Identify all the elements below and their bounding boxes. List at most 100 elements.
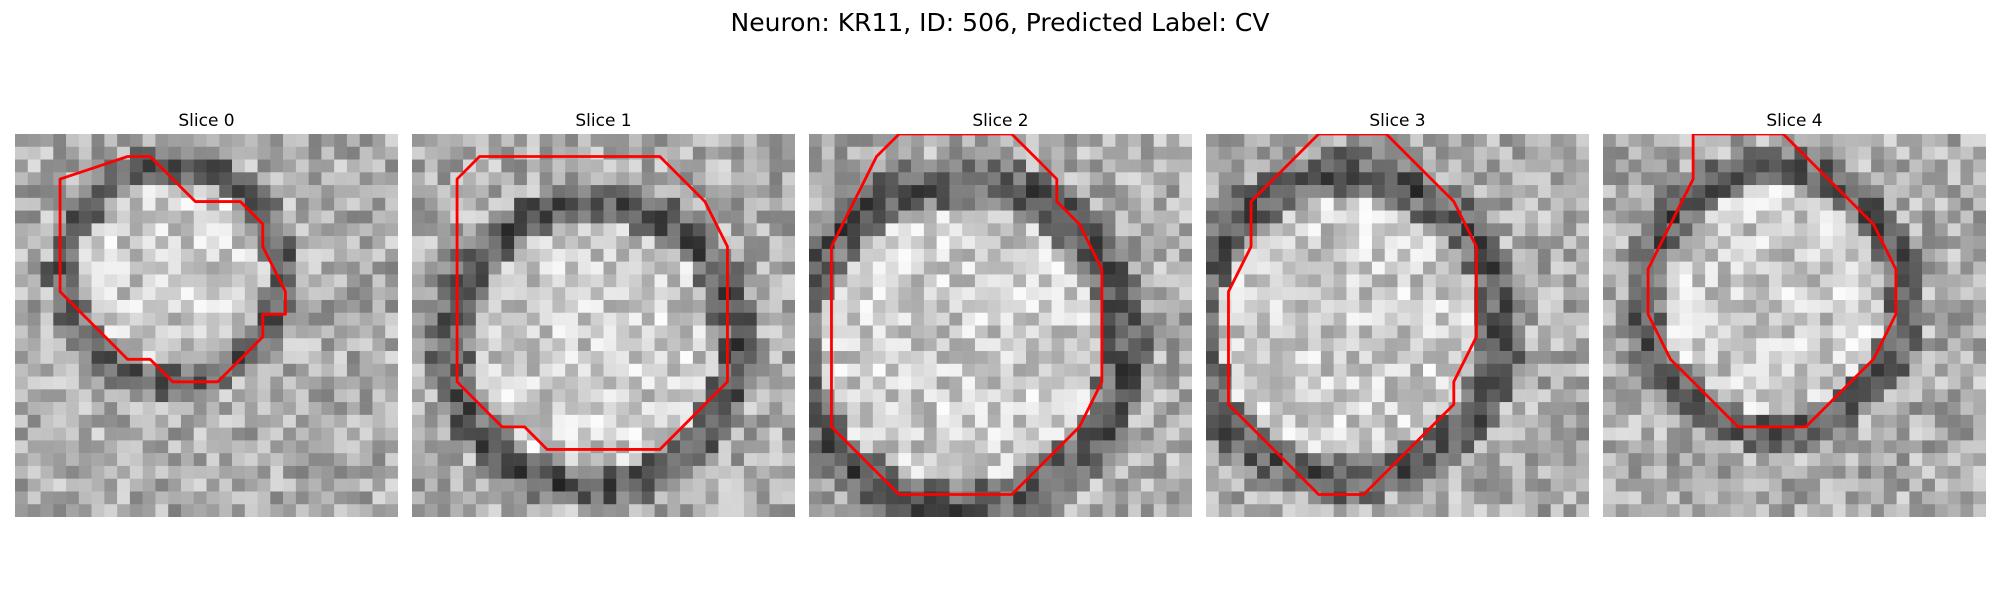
image-pixel [590,325,604,339]
image-pixel [142,338,156,352]
image-pixel [1410,478,1424,492]
image-pixel [962,248,976,262]
image-pixel [1628,363,1642,377]
image-pixel [1474,351,1488,365]
image-pixel [1474,376,1488,390]
image-pixel [1461,363,1475,377]
image-pixel [1871,325,1885,339]
image-pixel [1206,478,1220,492]
image-pixel [142,453,156,467]
image-pixel [1089,453,1103,467]
image-pixel [1153,172,1167,186]
image-pixel [705,440,719,454]
image-pixel [1038,236,1052,250]
image-pixel [1038,223,1052,237]
image-pixel [539,210,553,224]
image-pixel [1486,274,1500,288]
image-pixel [488,338,502,352]
image-pixel [705,402,719,416]
image-pixel [270,325,284,339]
image-pixel [155,210,169,224]
image-pixel [1410,146,1424,160]
image-pixel [283,478,297,492]
image-pixel [385,146,398,160]
image-pixel [641,414,655,428]
image-pixel [1666,274,1680,288]
image-pixel [526,465,540,479]
image-pixel [1845,414,1859,428]
image-pixel [898,465,912,479]
image-pixel [155,427,169,441]
image-pixel [539,325,553,339]
image-pixel [1231,134,1245,148]
image-pixel [1781,491,1795,505]
image-pixel [1359,338,1373,352]
image-pixel [1064,274,1078,288]
image-pixel [412,402,426,416]
image-pixel [463,402,477,416]
image-pixel [565,274,579,288]
image-pixel [1641,376,1655,390]
image-pixel [1461,504,1475,517]
image-pixel [168,146,182,160]
image-pixel [424,414,438,428]
image-pixel [936,223,950,237]
image-pixel [603,248,617,262]
image-pixel [1705,146,1719,160]
image-pixel [488,185,502,199]
image-pixel [885,159,899,173]
image-pixel [526,185,540,199]
image-pixel [27,325,41,339]
image-pixel [1013,376,1027,390]
image-pixel [1615,299,1629,313]
image-pixel [616,465,630,479]
image-pixel [949,197,963,211]
image-pixel [1615,287,1629,301]
image-pixel [1960,478,1974,492]
image-pixel [244,312,258,326]
image-pixel [923,299,937,313]
image-pixel [1371,236,1385,250]
image-pixel [1206,427,1220,441]
image-pixel [1973,402,1986,416]
image-pixel [1883,274,1897,288]
image-pixel [1794,172,1808,186]
image-pixel [1654,491,1668,505]
image-pixel [1499,338,1513,352]
image-pixel [385,440,398,454]
image-pixel [692,159,706,173]
image-pixel [501,159,515,173]
image-pixel [180,453,194,467]
image-pixel [1973,440,1986,454]
image-pixel [809,453,823,467]
image-pixel [244,453,258,467]
image-pixel [27,274,41,288]
image-pixel [885,440,899,454]
image-pixel [641,134,655,148]
image-pixel [885,363,899,377]
image-pixel [756,248,770,262]
image-pixel [1563,453,1577,467]
image-pixel [1781,376,1795,390]
image-pixel [334,287,348,301]
image-pixel [1666,287,1680,301]
image-pixel [91,504,105,517]
image-pixel [53,351,67,365]
image-pixel [577,172,591,186]
image-pixel [1563,134,1577,148]
image-pixel [1166,338,1180,352]
image-pixel [1717,376,1731,390]
image-pixel [475,261,489,275]
image-pixel [501,504,515,517]
image-pixel [911,210,925,224]
image-pixel [1244,274,1258,288]
image-pixel [1102,146,1116,160]
image-pixel [1115,261,1129,275]
image-pixel [232,236,246,250]
image-pixel [1295,248,1309,262]
image-pixel [603,287,617,301]
image-pixel [731,248,745,262]
image-pixel [718,389,732,403]
image-pixel [898,274,912,288]
image-pixel [1102,427,1116,441]
